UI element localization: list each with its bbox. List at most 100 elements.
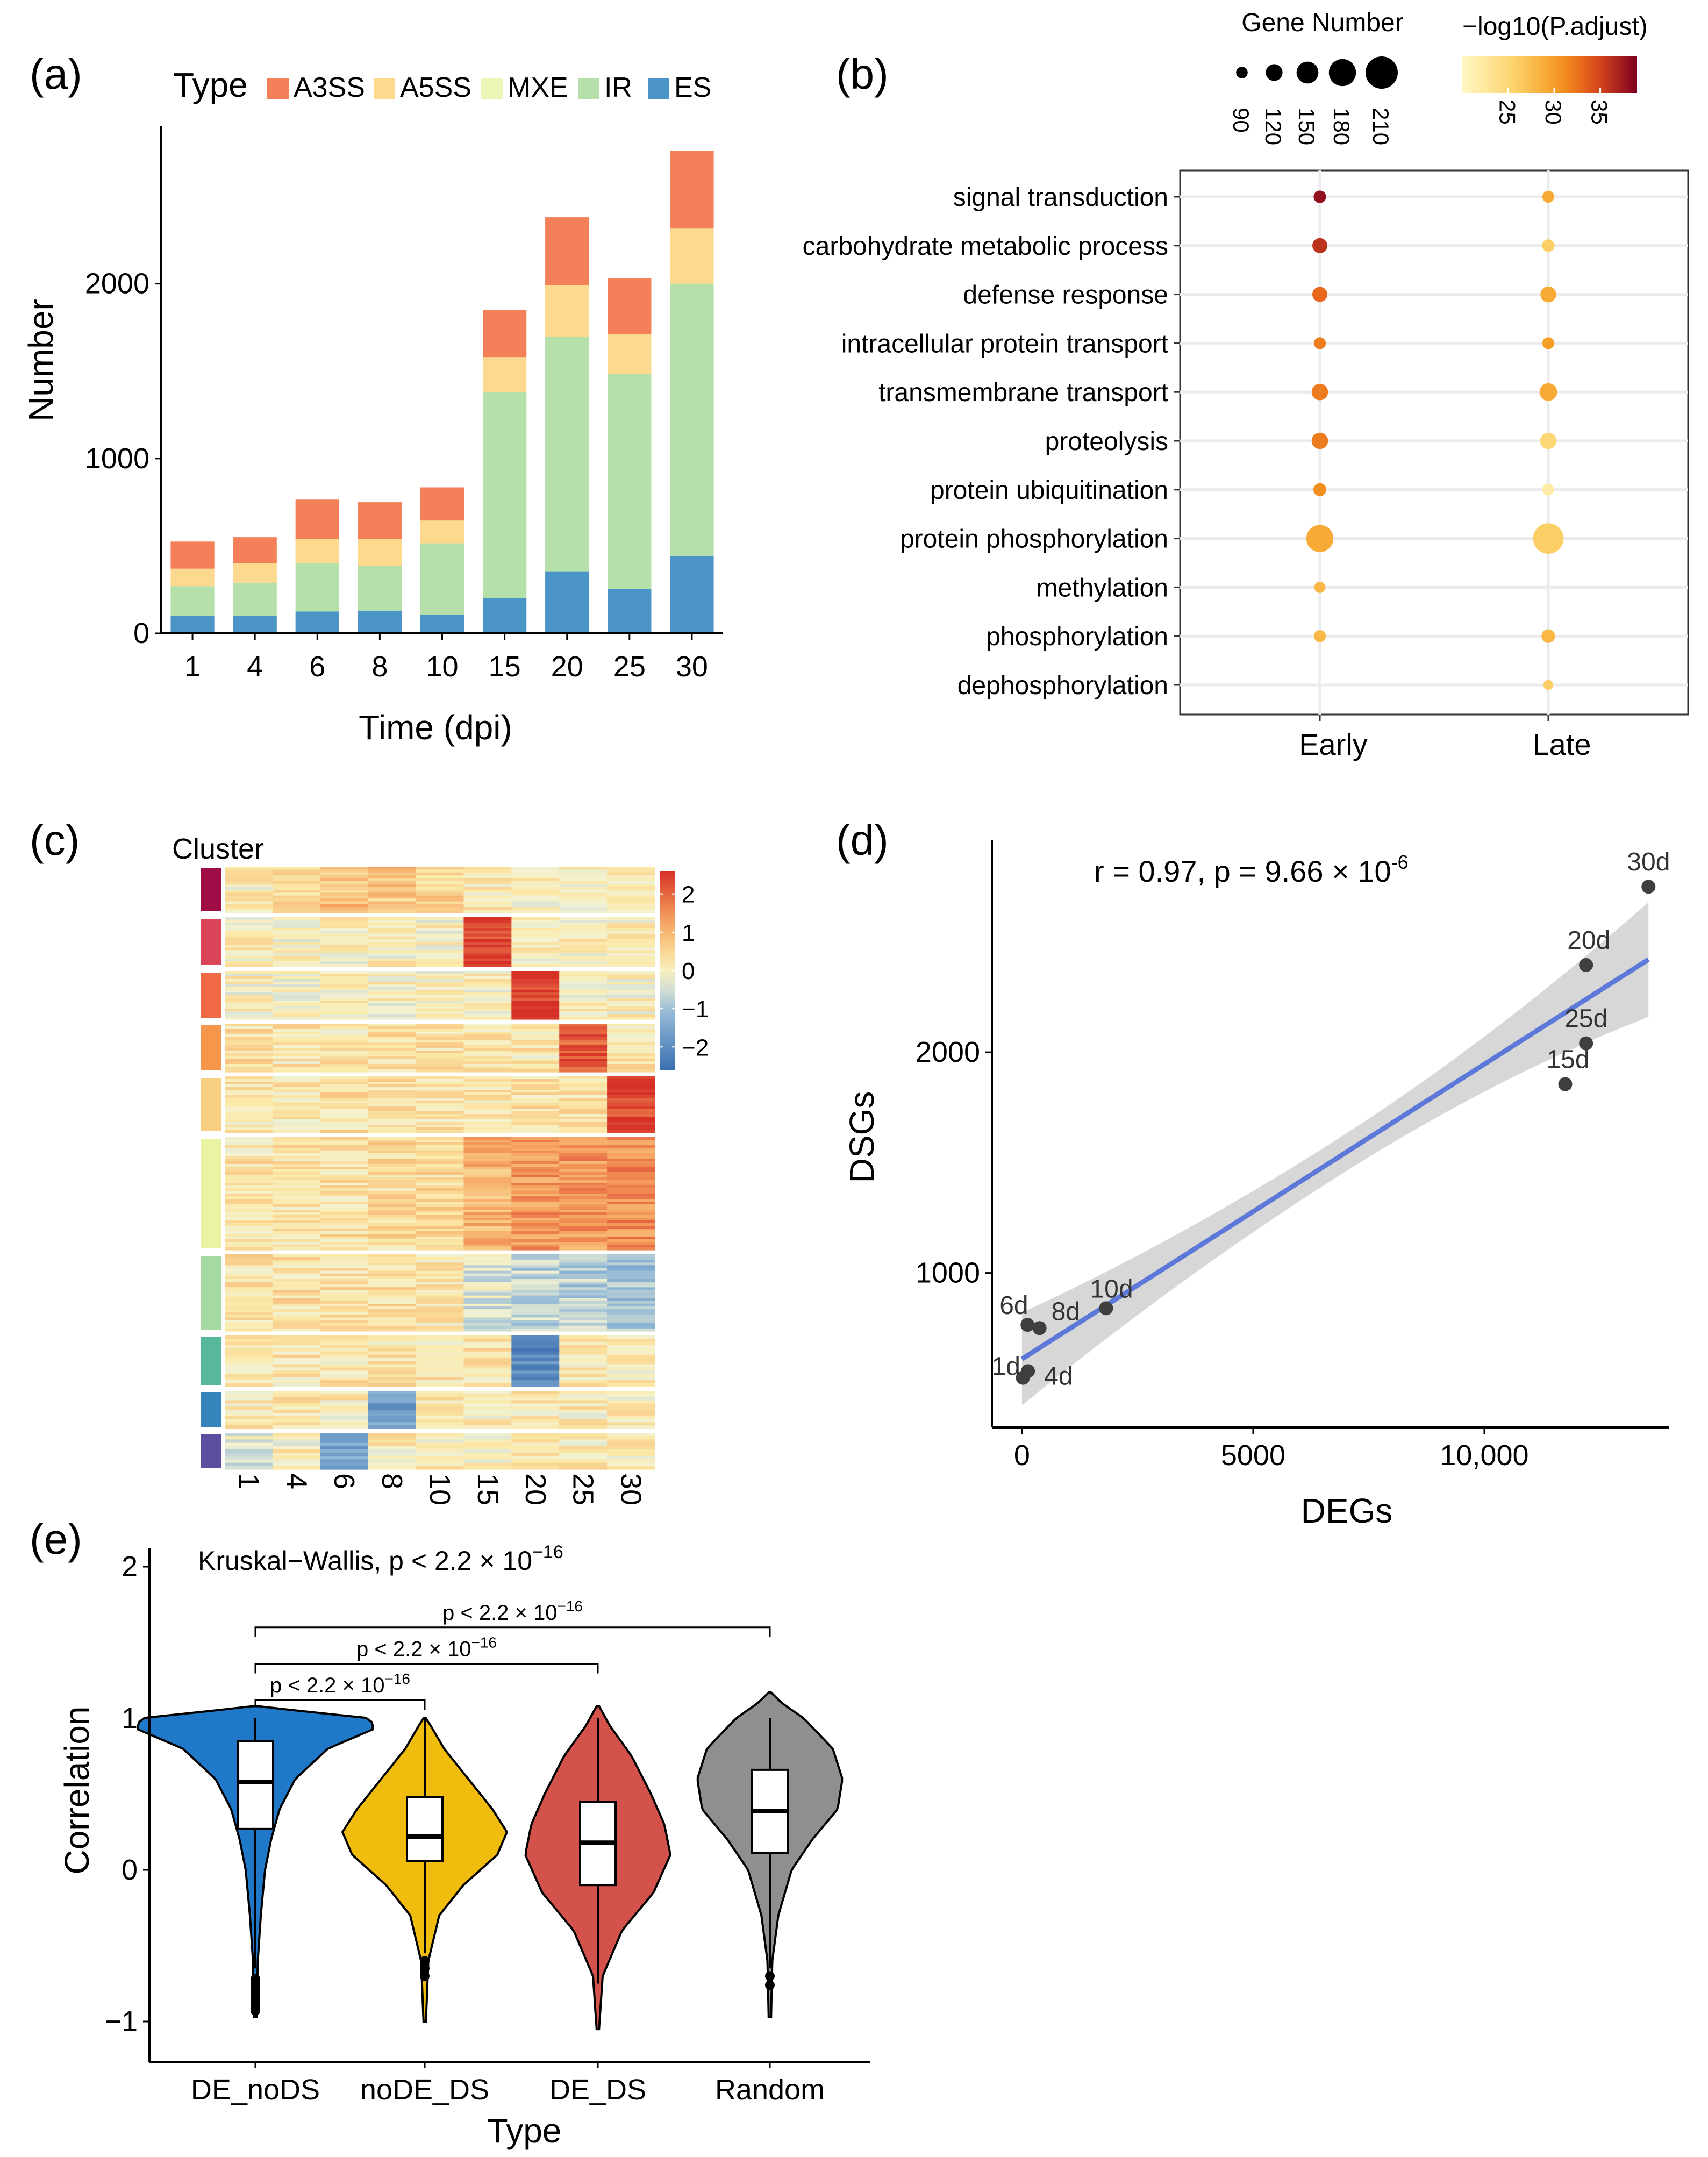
heatmap-cell (511, 1262, 560, 1266)
heatmap-cell (607, 1273, 655, 1277)
heatmap-cell (368, 1117, 417, 1120)
panel-e-title-exponent: −16 (532, 1542, 563, 1562)
heatmap-cell (368, 898, 417, 902)
heatmap-cell (225, 1101, 273, 1104)
heatmap-cell (511, 958, 560, 962)
cluster-bar (201, 868, 221, 911)
x-tick-label: DE_noDS (191, 2074, 320, 2106)
heatmap-cell (416, 1167, 464, 1170)
heatmap-cell (559, 1449, 608, 1453)
heatmap-cell (416, 1394, 464, 1398)
heatmap-cell (272, 947, 321, 951)
heatmap-cell (511, 1177, 560, 1181)
heatmap-cell (511, 1076, 560, 1080)
heatmap-cell (416, 1026, 464, 1030)
heatmap-cell (607, 1226, 655, 1229)
bar-es-1 (170, 616, 215, 633)
heatmap-cell (607, 1425, 655, 1429)
heatmap-cell (416, 1287, 464, 1290)
heatmap-cell (463, 1042, 512, 1046)
heatmap-cell (320, 1354, 369, 1359)
heatmap-cell (320, 1111, 369, 1115)
heatmap-cell (320, 872, 369, 876)
heatmap-cell (368, 1067, 417, 1070)
heatmap-cell (511, 1358, 560, 1362)
heatmap-cell (559, 990, 608, 993)
colorbar-label: 0 (682, 958, 695, 984)
heatmap-cell (607, 1309, 655, 1312)
heatmap-cell (607, 958, 655, 962)
heatmap-cell (368, 1119, 417, 1123)
heatmap-cell (225, 1459, 273, 1463)
heatmap-cell (225, 1220, 273, 1224)
heatmap-cell (463, 923, 512, 926)
heatmap-cell (607, 1466, 655, 1470)
heatmap-cell (416, 1260, 464, 1263)
heatmap-cell (320, 1092, 369, 1096)
heatmap-cell (320, 1273, 369, 1277)
heatmap-cell (416, 1098, 464, 1101)
heatmap-cell (416, 1127, 464, 1131)
heatmap-cell (511, 1056, 560, 1059)
heatmap-cell (559, 895, 608, 899)
heatmap-cell (320, 1161, 369, 1165)
heatmap-cell (511, 1412, 560, 1417)
heatmap-cell (559, 1172, 608, 1175)
heatmap-cell (416, 995, 464, 998)
point-25d (1579, 1036, 1593, 1051)
heatmap-cell (607, 1014, 655, 1017)
heatmap-cell (511, 1377, 560, 1381)
heatmap-cell (272, 1142, 321, 1146)
heatmap-cell (272, 995, 321, 998)
heatmap-cell (416, 1051, 464, 1054)
heatmap-cell (416, 901, 464, 905)
heatmap-cell (320, 1056, 369, 1059)
heatmap-cell (368, 1245, 417, 1248)
heatmap-cell (607, 910, 655, 913)
heatmap-cell (320, 982, 369, 985)
heatmap-cell (225, 1341, 273, 1346)
heatmap-cell (368, 1017, 417, 1020)
heatmap-cell (272, 1076, 321, 1080)
heatmap-cell (416, 1328, 464, 1332)
heatmap-cell (272, 1169, 321, 1173)
heatmap-cell (225, 1325, 273, 1329)
heatmap-cell (368, 1380, 417, 1384)
heatmap-cell (559, 947, 608, 951)
heatmap-cell (511, 936, 560, 940)
heatmap-cell (272, 1183, 321, 1186)
heatmap-cell (225, 1164, 273, 1167)
heatmap-cell (272, 1153, 321, 1156)
heatmap-cell (607, 1215, 655, 1218)
heatmap-cell (416, 1323, 464, 1326)
heatmap-cell (320, 1175, 369, 1178)
heatmap-cell (559, 1354, 608, 1359)
heatmap-cell (416, 1003, 464, 1006)
heatmap-cell (225, 931, 273, 934)
heatmap-cell (272, 939, 321, 942)
heatmap-cell (320, 1177, 369, 1181)
heatmap-cell (607, 1024, 655, 1027)
heatmap-cell (607, 1167, 655, 1170)
heatmap-cell (559, 1067, 608, 1070)
heatmap-cell (225, 1245, 273, 1248)
heatmap-cell (225, 979, 273, 982)
heatmap-cell (559, 1262, 608, 1266)
heatmap-cell (368, 974, 417, 977)
point-label: 8d (1052, 1297, 1080, 1326)
y-tick-label: 1000 (916, 1257, 980, 1289)
heatmap-cell (320, 953, 369, 956)
heatmap-cell (416, 1459, 464, 1463)
heatmap-cell (607, 971, 655, 974)
heatmap-cell (416, 947, 464, 951)
heatmap-cell (272, 1210, 321, 1213)
heatmap-cell (416, 1048, 464, 1051)
heatmap-cell (559, 1106, 608, 1109)
heatmap-cell (463, 887, 512, 890)
heatmap-cell (463, 1026, 512, 1030)
heatmap-cell (272, 1167, 321, 1170)
heatmap-cell (607, 1130, 655, 1133)
heatmap-cell (320, 1087, 369, 1090)
heatmap-cell (463, 1394, 512, 1398)
